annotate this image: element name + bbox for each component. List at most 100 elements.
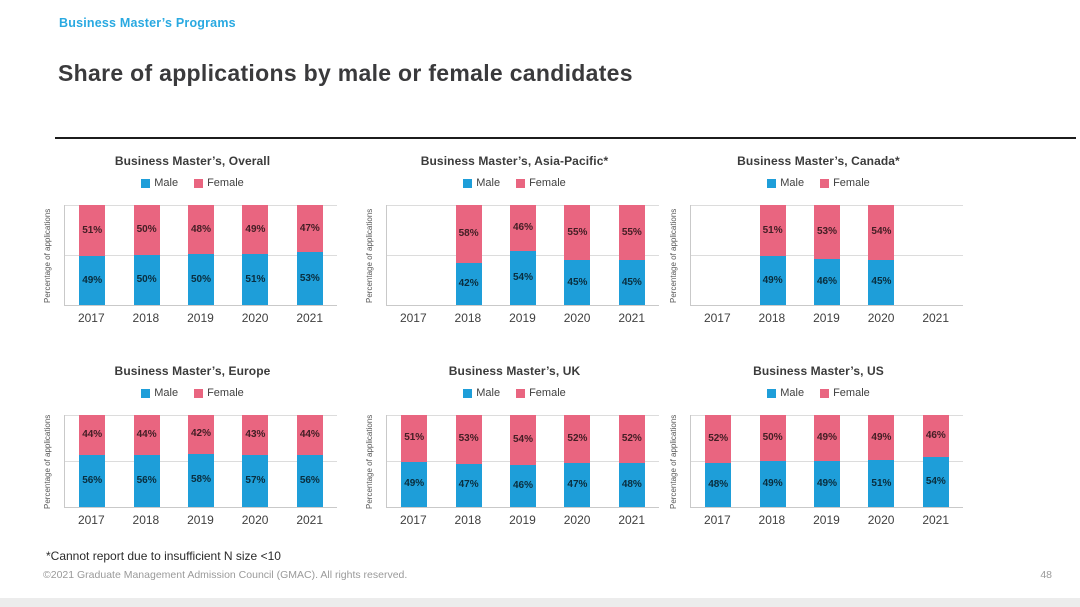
bar-slot-2018: 47% 53%	[441, 415, 495, 507]
x-tick-2019: 2019	[509, 311, 536, 325]
x-tick-2020: 2020	[867, 513, 895, 527]
bar-slot-2018: 42% 58%	[441, 205, 495, 305]
legend-item-female: Female	[194, 387, 244, 399]
chart-title: Business Master’s, UK	[448, 364, 581, 378]
chart-overall: Business Master’s, Overall Male Female Perc…	[40, 148, 345, 325]
plot-area: Percentage of applications 49% 51% 50% 50% 50…	[43, 205, 337, 306]
x-tick-2017: 2017	[77, 513, 105, 527]
stacked-bar-2020: 57% 43%	[242, 415, 269, 507]
x-tick-2021: 2021	[618, 311, 646, 325]
x-tick-2017: 2017	[703, 513, 731, 527]
male-value-label: 45%	[871, 276, 892, 288]
bar-segment-male	[564, 463, 591, 507]
chart-legend: Male Female	[362, 177, 667, 189]
female-value-label: 53%	[817, 225, 838, 237]
legend-item-male: Male	[767, 387, 804, 399]
bar-segment-female	[133, 415, 160, 456]
female-value-label: 52%	[567, 433, 588, 445]
female-value-label: 51%	[82, 224, 103, 236]
bar-slot-2021: 45% 55%	[605, 205, 659, 305]
bar-segment-male	[133, 255, 160, 305]
male-value-label: 46%	[817, 275, 838, 287]
bar-slot-2019: 58% 42%	[174, 415, 228, 507]
female-legend-swatch-icon	[516, 388, 526, 398]
bar-segment-male	[296, 455, 323, 507]
bar-segment-female	[401, 415, 428, 462]
bar-segment-male	[133, 455, 160, 507]
stacked-bar-2021: 45% 55%	[618, 205, 645, 305]
stacked-bar-2021: 56% 44%	[296, 415, 323, 507]
female-legend-swatch-icon	[820, 178, 830, 188]
female-legend-swatch-icon	[516, 178, 526, 188]
stacked-bar-2021: 54% 46%	[922, 415, 949, 507]
y-axis-label: Percentage of applications	[669, 208, 678, 303]
female-legend-swatch-icon	[194, 388, 204, 398]
x-tick-2017: 2017	[399, 513, 427, 527]
y-axis-label: Percentage of applications	[669, 414, 678, 509]
male-value-label: 49%	[404, 478, 425, 490]
female-value-label: 44%	[136, 429, 157, 441]
female-value-label: 43%	[245, 428, 266, 440]
x-tick-2021: 2021	[296, 513, 324, 527]
chart-title: Business Master’s, Asia-Pacific*	[420, 154, 609, 168]
legend-item-male: Male	[767, 177, 804, 189]
legend-label-female: Female	[529, 177, 566, 189]
bar-slot-2020: 51% 49%	[854, 415, 908, 507]
x-axis-labels: 2017 2018 2019 2020 2021	[64, 311, 337, 325]
page-number: 48	[1040, 569, 1052, 581]
legend-label-male: Male	[476, 177, 501, 189]
legend-label-female: Female	[207, 387, 244, 399]
x-tick-2021: 2021	[296, 311, 324, 325]
bar-segment-female	[188, 415, 215, 454]
x-axis-labels: 2017 2018 2019 2020 2021	[64, 513, 337, 527]
legend-label-male: Male	[780, 177, 805, 189]
bar-segment-male	[79, 256, 106, 305]
bar-segment-male	[922, 457, 949, 507]
male-value-label: 56%	[82, 475, 103, 487]
bar-segment-male	[296, 252, 323, 305]
x-tick-2019: 2019	[187, 513, 214, 527]
x-axis-labels: 2017 2018 2019 2020 2021	[386, 311, 659, 325]
female-value-label: 51%	[404, 432, 425, 444]
bar-segment-female	[705, 415, 732, 463]
plot-area: Percentage of applications 49% 51% 46% 53% 45…	[669, 205, 963, 306]
male-value-label: 48%	[708, 478, 729, 490]
male-legend-swatch-icon	[767, 388, 777, 398]
x-tick-2019: 2019	[813, 311, 840, 325]
bar-segment-male	[618, 462, 645, 507]
x-tick-2021: 2021	[618, 513, 646, 527]
female-value-label: 54%	[871, 226, 892, 238]
x-tick-2020: 2020	[241, 513, 269, 527]
bar-slot-2020: 45% 55%	[550, 205, 604, 305]
chart-legend: Male Female	[666, 387, 971, 399]
bar-segment-male	[79, 455, 106, 507]
chart-legend: Male Female	[40, 387, 345, 399]
x-tick-2019: 2019	[509, 513, 536, 527]
bar-slot-2021: 53% 47%	[283, 205, 337, 305]
bar-slot-2019: 54% 46%	[496, 205, 550, 305]
x-axis-labels: 2017 2018 2019 2020 2021	[690, 513, 963, 527]
bar-segment-male	[188, 453, 215, 507]
bar-slot-2018: 49% 51%	[745, 205, 799, 305]
stacked-bar-2018: 56% 44%	[133, 415, 160, 507]
chart-title: Business Master’s, Europe	[114, 364, 271, 378]
bar-segment-male	[564, 260, 591, 305]
bar-slot-2017	[691, 205, 745, 305]
male-value-label: 54%	[513, 272, 534, 283]
stacked-bar-2020: 45% 54%	[868, 205, 895, 305]
bar-segment-male	[759, 256, 786, 305]
plot-area: Percentage of applications 56% 44% 56% 44% 58…	[43, 414, 337, 509]
legend-label-female: Female	[833, 177, 870, 189]
legend-item-female: Female	[516, 387, 566, 399]
chart-legend: Male Female	[666, 177, 971, 189]
male-value-label: 50%	[191, 273, 212, 285]
chart-asia-pacific: Business Master’s, Asia-Pacific* Male Fema…	[362, 148, 667, 325]
bar-slot-2018: 50% 50%	[119, 205, 173, 305]
bar-segment-male	[868, 259, 895, 305]
plot: 49% 51% 46% 53% 45% 54%	[690, 205, 963, 306]
stacked-bar-2017: 56% 44%	[79, 415, 106, 507]
male-legend-swatch-icon	[463, 178, 473, 188]
x-tick-2018: 2018	[758, 311, 786, 325]
x-tick-2020: 2020	[563, 513, 591, 527]
female-value-label: 58%	[458, 228, 479, 239]
